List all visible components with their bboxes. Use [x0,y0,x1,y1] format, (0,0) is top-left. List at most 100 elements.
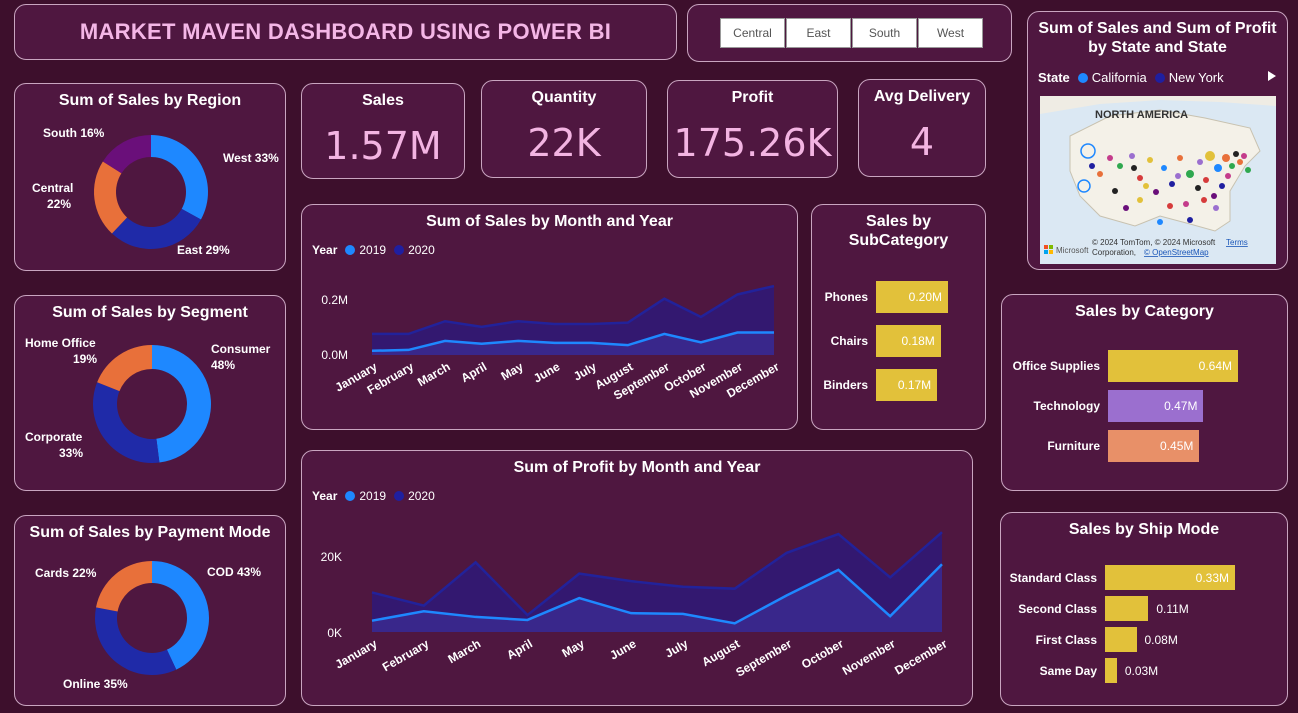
map-state-marker[interactable] [1214,164,1222,172]
map-state-marker[interactable] [1123,205,1129,211]
bar[interactable]: 0.33M [1105,565,1235,590]
bar-row[interactable]: First Class 0.08M [1001,627,1178,652]
legend-next-arrow-icon[interactable] [1267,70,1277,82]
map-state-marker[interactable] [1177,155,1183,161]
bar-row[interactable]: Binders 0.17M [812,369,938,401]
bar-row[interactable]: Standard Class 0.33M [1001,565,1235,590]
donut-slice-west[interactable] [151,135,208,220]
shipmode-card[interactable]: Sales by Ship Mode Standard Class 0.33M Se… [1000,512,1288,706]
map-state-marker[interactable] [1201,197,1207,203]
map-state-marker[interactable] [1183,201,1189,207]
bar-row[interactable]: Technology 0.47M [1002,390,1204,422]
map-state-marker[interactable] [1107,155,1113,161]
map-state-marker[interactable] [1077,179,1091,193]
donut-slice-home-office[interactable] [97,345,152,392]
line-series-2019[interactable] [371,563,943,625]
donut-slice-south[interactable] [102,135,151,174]
map-card[interactable]: Sum of Sales and Sum of Profit by State … [1027,11,1288,270]
map-state-marker[interactable] [1161,165,1167,171]
map-state-marker[interactable] [1186,170,1194,178]
profit-month-card[interactable]: Sum of Profit by Month and Year Year 201… [301,450,973,706]
map-state-marker[interactable] [1233,151,1239,157]
slicer-west-button[interactable]: West [918,18,983,48]
map-osm-link[interactable]: © OpenStreetMap [1144,248,1209,257]
map-state-marker[interactable] [1131,165,1137,171]
payment-donut-card[interactable]: Sum of Sales by Payment Mode COD 43% Onl… [14,515,286,706]
slicer-east-button[interactable]: East [786,18,851,48]
map-state-marker[interactable] [1211,193,1217,199]
bar-row[interactable]: Furniture 0.45M [1002,430,1200,462]
map-state-marker[interactable] [1175,173,1181,179]
bar[interactable]: 0.20M [876,281,948,313]
map-state-marker[interactable] [1245,167,1251,173]
map-state-marker[interactable] [1147,157,1153,163]
donut-slice-corporate[interactable] [93,382,160,463]
map-state-marker[interactable] [1153,189,1159,195]
bar[interactable]: 0.64M [1108,350,1238,382]
slicer-south-button[interactable]: South [852,18,917,48]
donut-slice-central[interactable] [94,161,128,234]
line-series-2020[interactable] [371,531,943,617]
bar[interactable]: 0.47M [1108,390,1204,422]
bar[interactable]: 0.45M [1108,430,1200,462]
map-state-marker[interactable] [1187,217,1193,223]
bar-label: Technology [1033,399,1100,413]
map-state-marker[interactable] [1205,151,1215,161]
bar[interactable]: 0.18M [876,325,941,357]
map-state-marker[interactable] [1197,159,1203,165]
map-state-marker[interactable] [1137,197,1143,203]
map-terms-link[interactable]: Terms [1226,238,1248,247]
map-state-marker[interactable] [1157,219,1163,225]
kpi-sales-card[interactable]: Sales 1.57M [301,83,465,179]
donut-slice-cards[interactable] [96,561,152,612]
segment-donut-card[interactable]: Sum of Sales by Segment Consumer 48% Cor… [14,295,286,491]
map-state-marker[interactable] [1117,163,1123,169]
map-view[interactable]: NORTH AMERICA © 2024 TomTom, © 2024 Micr… [1040,96,1276,264]
map-state-marker[interactable] [1167,203,1173,209]
kpi-avg-delivery-card[interactable]: Avg Delivery 4 [858,79,986,177]
kpi-quantity-card[interactable]: Quantity 22K [481,80,647,178]
map-state-marker[interactable] [1112,188,1118,194]
bar[interactable] [1105,627,1137,652]
donut-slice-cod[interactable] [152,561,209,670]
donut-slice-consumer[interactable] [152,345,212,463]
bar-row[interactable]: Second Class 0.11M [1001,596,1189,621]
map-state-marker[interactable] [1222,154,1230,162]
map-state-marker[interactable] [1089,163,1095,169]
bar-row[interactable]: Chairs 0.18M [812,325,941,357]
bar[interactable] [1105,658,1117,683]
slicer-central-button[interactable]: Central [720,18,785,48]
map-state-marker[interactable] [1129,153,1135,159]
map-state-marker[interactable] [1237,159,1243,165]
line-series-2019[interactable] [371,331,774,353]
map-state-marker[interactable] [1225,173,1231,179]
map-state-marker[interactable] [1080,143,1096,159]
line-series-2020[interactable] [372,284,775,336]
map-state-marker[interactable] [1195,185,1201,191]
map-state-marker[interactable] [1203,177,1209,183]
subcategory-card[interactable]: Sales by SubCategory Phones 0.20M Chairs 0.… [811,204,986,430]
area-series-2019[interactable] [372,564,942,632]
bar[interactable]: 0.17M [876,369,938,401]
bar-label: Binders [823,378,868,392]
map-state-marker[interactable] [1241,153,1247,159]
bar-row[interactable]: Office Supplies 0.64M [1002,350,1238,382]
kpi-label: Profit [731,89,774,106]
map-state-marker[interactable] [1213,205,1219,211]
bar[interactable] [1105,596,1149,621]
sales-month-card[interactable]: Sum of Sales by Month and Year Year 2019… [301,204,798,430]
kpi-profit-card[interactable]: Profit 175.26K [667,80,838,178]
region-donut-card[interactable]: Sum of Sales by Region West 33% East 29%… [14,83,286,271]
map-state-marker[interactable] [1137,175,1143,181]
map-state-marker[interactable] [1097,171,1103,177]
donut-slice-east[interactable] [111,208,201,249]
bar-label: Second Class [1018,601,1097,616]
map-state-marker[interactable] [1169,181,1175,187]
category-card[interactable]: Sales by Category Office Supplies 0.64M Te… [1001,294,1288,491]
donut-slice-online[interactable] [95,607,177,675]
map-state-marker[interactable] [1229,163,1235,169]
map-state-marker[interactable] [1219,183,1225,189]
bar-row[interactable]: Same Day 0.03M [1001,658,1158,683]
map-state-marker[interactable] [1143,183,1149,189]
bar-row[interactable]: Phones 0.20M [812,281,948,313]
